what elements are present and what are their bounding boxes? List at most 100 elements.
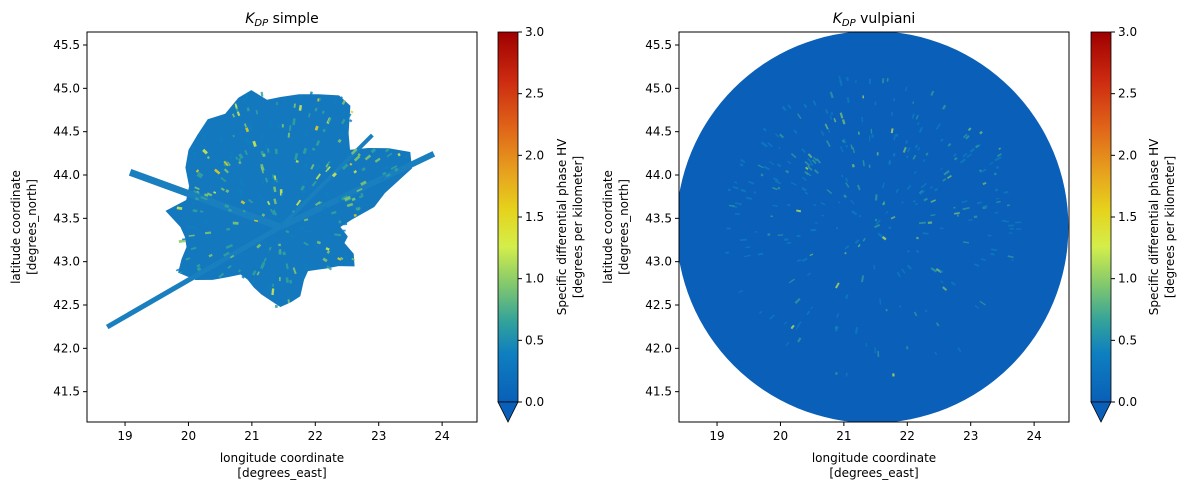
kdp-cell: [1010, 259, 1014, 261]
kdp-cell: [777, 234, 784, 236]
kdp-cell: [220, 167, 226, 173]
kdp-cell: [801, 257, 808, 262]
kdp-cell: [353, 170, 358, 174]
kdp-cell: [274, 148, 278, 155]
kdp-cell: [881, 182, 885, 189]
kdp-cell: [738, 202, 742, 206]
radar-field: [105, 90, 436, 330]
kdp-cell: [935, 267, 943, 274]
kdp-cell: [983, 204, 988, 208]
kdp-cell: [273, 186, 277, 193]
chart-title: KDP vulpiani: [833, 11, 916, 29]
colorbar-tick-label: 0.5: [525, 333, 544, 347]
kdp-cell: [333, 98, 338, 104]
kdp-cell: [196, 263, 201, 268]
kdp-cell: [287, 299, 290, 304]
kdp-cell: [261, 179, 266, 186]
colorbar-tick-label: 3.0: [525, 25, 544, 39]
kdp-cell: [820, 202, 826, 206]
kdp-cell: [192, 209, 198, 213]
kdp-cell: [337, 257, 342, 261]
kdp-cell: [353, 214, 357, 217]
kdp-cell: [738, 289, 744, 294]
kdp-cell: [810, 306, 814, 310]
plot-area: [105, 90, 436, 330]
kdp-cell: [899, 305, 902, 308]
kdp-cell: [260, 91, 264, 97]
kdp-cell: [990, 248, 998, 252]
kdp-cell: [202, 148, 208, 155]
kdp-cell: [340, 118, 346, 125]
kdp-cell: [844, 245, 850, 250]
kdp-cell: [235, 156, 239, 160]
kdp-cell: [772, 186, 778, 191]
kdp-cell: [973, 215, 978, 219]
kdp-cell: [882, 200, 886, 205]
kdp-cell: [809, 162, 814, 167]
kdp-cell: [846, 97, 850, 104]
kdp-cell: [892, 152, 896, 157]
kdp-cell: [969, 147, 976, 153]
kdp-cell: [840, 174, 844, 178]
kdp-cell: [745, 246, 751, 249]
kdp-cell: [905, 345, 909, 350]
kdp-cell: [920, 182, 927, 189]
kdp-cell: [287, 132, 291, 138]
colorbar-ticks: 0.0 0.5 1.0 1.5 2.0 2.5 3.0: [518, 25, 544, 409]
y-tick-label: 41.5: [53, 385, 80, 399]
kdp-cell: [868, 164, 871, 168]
kdp-cell: [214, 168, 221, 175]
kdp-cell: [895, 188, 900, 194]
kdp-cell: [275, 178, 278, 183]
kdp-cell: [386, 152, 393, 158]
kdp-cell: [838, 75, 842, 83]
kdp-cell: [293, 103, 296, 108]
title-k: K: [833, 11, 844, 27]
kdp-cell: [906, 264, 913, 270]
kdp-cell: [343, 222, 348, 226]
kdp-cell: [906, 147, 911, 153]
kdp-cell: [874, 101, 877, 106]
kdp-cell: [228, 150, 233, 155]
kdp-cell: [291, 210, 295, 213]
kdp-cell: [987, 234, 992, 237]
kdp-cell: [978, 169, 982, 172]
kdp-cell: [843, 138, 847, 144]
kdp-cell: [294, 152, 299, 161]
kdp-cell: [929, 185, 934, 189]
kdp-cell: [868, 78, 872, 85]
kdp-cell: [918, 126, 923, 133]
kdp-cell: [239, 262, 245, 268]
kdp-cell: [727, 188, 731, 192]
kdp-cell: [961, 200, 968, 204]
kdp-cell: [769, 314, 775, 320]
kdp-cell: [962, 241, 970, 244]
kdp-cell: [274, 304, 278, 308]
kdp-cell: [179, 271, 183, 274]
kdp-cell: [918, 221, 926, 225]
kdp-cell: [784, 321, 788, 325]
kdp-cell: [349, 162, 353, 166]
kdp-cell: [979, 168, 987, 174]
kdp-cell: [272, 174, 275, 179]
kdp-cell: [244, 93, 249, 100]
kdp-cell: [272, 209, 278, 216]
kdp-cell: [226, 227, 231, 231]
kdp-cell: [732, 186, 739, 190]
kdp-cell: [965, 134, 970, 140]
chart-kdp-simple: KDP simple 19 20 21 22 23 24 41.5 42.0 42.5 43.0…: [9, 11, 585, 480]
kdp-cell: [351, 257, 356, 261]
kdp-cell: [801, 148, 806, 154]
kdp-cell: [334, 233, 342, 237]
kdp-cell: [804, 160, 811, 167]
kdp-cell: [757, 252, 764, 256]
kdp-cell: [980, 258, 986, 262]
x-tick-label: 21: [244, 429, 259, 443]
kdp-cell: [223, 160, 229, 167]
kdp-cell: [1008, 224, 1015, 227]
kdp-cell: [790, 181, 797, 186]
kdp-cell: [912, 154, 917, 160]
kdp-cell: [325, 170, 330, 175]
kdp-cell: [871, 134, 874, 138]
colorbar-unit: [degrees per kilometer]: [571, 156, 585, 298]
